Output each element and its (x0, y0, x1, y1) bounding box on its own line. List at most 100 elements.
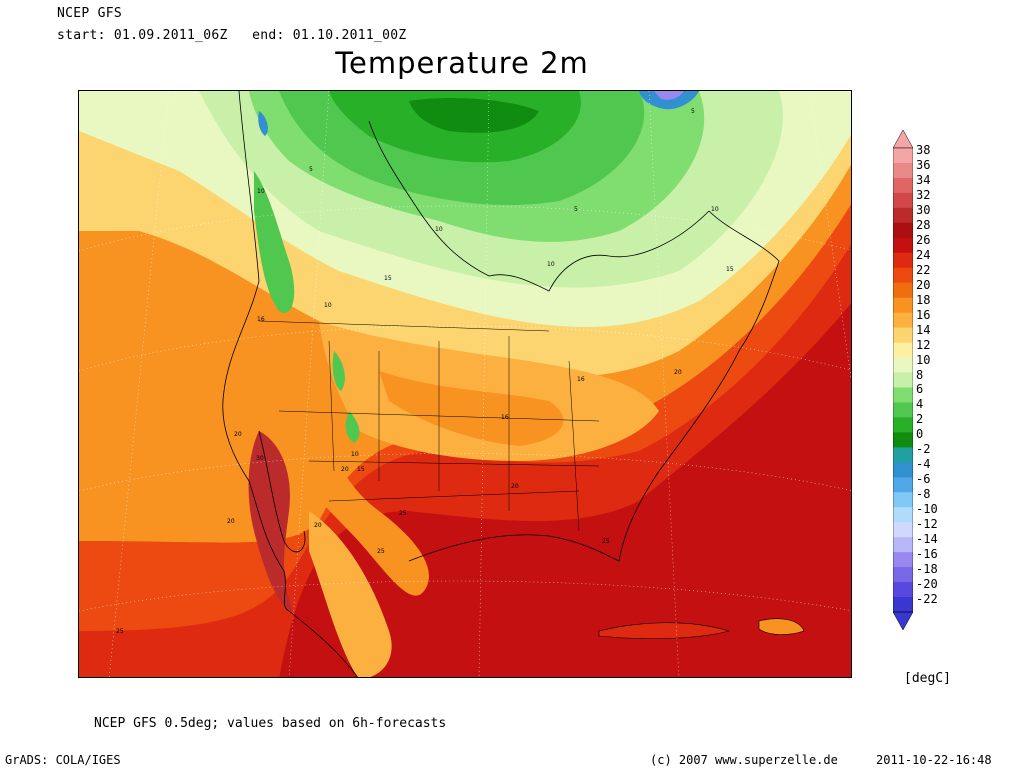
colorbar-swatch (893, 372, 913, 388)
cuba-island (598, 622, 731, 640)
colorbar-swatch (893, 282, 913, 299)
colorbar-swatch (893, 537, 913, 553)
colorbar-swatch (893, 477, 913, 493)
colorbar-tick-label: 2 (916, 412, 924, 427)
southwest-warm-land (222, 358, 429, 596)
colorbar-swatch (893, 297, 913, 314)
hispaniola-island (758, 618, 805, 635)
contour-label: 25 (399, 510, 407, 517)
credit-left: GrADS: COLA/IGES (5, 753, 121, 767)
colorbar-tick-label: -12 (916, 517, 938, 532)
colorbar-tick-label: -16 (916, 547, 938, 562)
temperature-map: 5 5 5 10 10 10 10 10 10 15 15 15 16 16 1… (78, 90, 852, 678)
contour-label: 25 (602, 538, 610, 545)
contour-label: 25 (377, 548, 385, 555)
colorbar-swatch (893, 387, 913, 403)
start-value: 01.09.2011_06Z (113, 28, 228, 43)
contour-label: 5 (309, 166, 313, 173)
colorbar-tick-label: -18 (916, 562, 938, 577)
colorbar-tick-label: -10 (916, 502, 938, 517)
contour-label: 25 (116, 628, 124, 635)
colorbar-tick-label: 32 (916, 187, 931, 202)
political-borders (258, 320, 600, 532)
contour-label: 20 (314, 522, 322, 529)
colorado-green (345, 411, 360, 443)
colorbar-swatch (893, 552, 913, 568)
contour-label: 15 (726, 266, 734, 273)
contour-label: 5 (574, 206, 578, 213)
colorbar-swatch (893, 492, 913, 508)
contour-label: 10 (324, 302, 332, 309)
end-value: 01.10.2011_00Z (292, 28, 407, 43)
colorbar-tick-label: 16 (916, 307, 931, 322)
colorbar-tick-label: 36 (916, 157, 931, 172)
colorbar-swatch (893, 162, 913, 179)
colorbar-outline (893, 147, 913, 613)
contour-label: 15 (384, 275, 392, 282)
colorbar-swatch (893, 267, 913, 284)
end-label: end: (252, 28, 285, 43)
contour-label: 10 (711, 206, 719, 213)
colorbar-swatch (893, 522, 913, 538)
contour-label: 20 (341, 466, 349, 473)
time-range: start: 01.09.2011_06Z end: 01.10.2011_00… (57, 28, 407, 43)
colorbar-top-arrow (893, 130, 913, 149)
colorbar-tick-label: 38 (916, 143, 931, 157)
colorbar-swatch (893, 582, 913, 598)
colorbar-swatch (893, 567, 913, 583)
arctic-coldest-spot (654, 91, 684, 100)
colorbar-swatch (893, 237, 913, 254)
contour-label: 20 (674, 369, 682, 376)
contour-label: 16 (577, 376, 585, 383)
colorbar-tick-label: -20 (916, 577, 938, 592)
colorbar-tick-label: 14 (916, 322, 931, 337)
credit-right: 2011-10-22-16:48 (876, 753, 992, 767)
colorbar-swatch (893, 327, 913, 344)
colorbar-swatch (893, 192, 913, 209)
colorbar-swatch (893, 357, 913, 374)
colorbar-tick-label: -6 (916, 472, 931, 487)
colorbar-tick-label: -4 (916, 457, 931, 472)
us-interior-orange (319, 321, 659, 461)
colorbar-swatch (893, 507, 913, 523)
colorbar-swatch (893, 222, 913, 239)
colorbar-tick-label: -2 (916, 442, 931, 457)
baja-hot-region (248, 431, 294, 611)
colorbar-tick-label: 22 (916, 262, 931, 277)
contour-label: 10 (257, 188, 265, 195)
graticule (79, 91, 851, 677)
colorbar-tick-label: 28 (916, 217, 931, 232)
contour-label: 30 (256, 455, 264, 462)
darkest-green-region (409, 98, 539, 133)
contour-label: 10 (435, 226, 443, 233)
colorbar-swatch (893, 342, 913, 359)
colorbar-swatch (893, 597, 913, 613)
colorbar-tick-label: 8 (916, 367, 924, 382)
colorbar-swatch (893, 432, 913, 448)
contour-label: 16 (257, 316, 265, 323)
footer-note: NCEP GFS 0.5deg; values based on 6h-fore… (94, 716, 447, 731)
colorbar-swatch (893, 252, 913, 269)
start-label: start: (57, 28, 106, 43)
contour-label: 5 (691, 108, 695, 115)
credit-center: (c) 2007 www.superzelle.de (650, 753, 838, 767)
chart-title: Temperature 2m (335, 46, 589, 80)
colorbar-tick-label: 4 (916, 397, 924, 412)
contour-label: 10 (547, 261, 555, 268)
map-canvas: 5 5 5 10 10 10 10 10 10 15 15 15 16 16 1… (79, 91, 851, 677)
colorbar-tick-label: 18 (916, 292, 931, 307)
contour-label: 20 (511, 483, 519, 490)
arctic-cold-spot (639, 91, 699, 110)
colorbar-swatch (893, 177, 913, 194)
wyoming-green (332, 351, 345, 391)
colorbar-tick-label: 10 (916, 352, 931, 367)
colorbar-tick-label: 20 (916, 277, 931, 292)
colorbar-swatches (893, 130, 913, 630)
unit-label: [degC] (904, 671, 951, 686)
colorbar-swatch (893, 148, 913, 164)
alaska-cold-spot (258, 111, 268, 136)
colorbar-swatch (893, 402, 913, 418)
colorbar-swatch (893, 417, 913, 433)
contour-labels: 5 5 5 10 10 10 10 10 10 15 15 15 16 16 1… (116, 108, 734, 635)
colorbar-tick-label: 6 (916, 382, 924, 397)
